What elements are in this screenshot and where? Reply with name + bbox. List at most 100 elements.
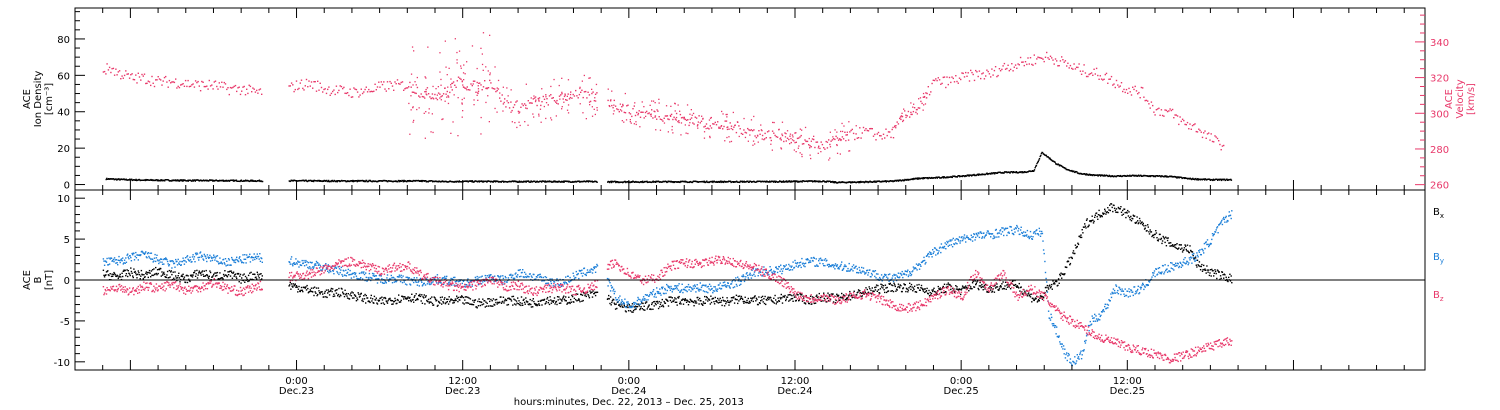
by-point-25 bbox=[118, 255, 120, 258]
density-point-820 bbox=[652, 180, 654, 182]
bx-point-541 bbox=[465, 296, 468, 298]
bx-point-1380 bbox=[998, 289, 1000, 291]
velocity-point-741 bbox=[1062, 59, 1064, 61]
velocity-point-147 bbox=[312, 87, 314, 89]
bx-point-141 bbox=[190, 275, 192, 277]
density-point-1086 bbox=[818, 180, 820, 182]
bx-point-499 bbox=[439, 296, 442, 299]
velocity-outlier-212 bbox=[793, 149, 795, 151]
velocity-outlier-264 bbox=[613, 104, 615, 106]
bx-point-691 bbox=[559, 298, 561, 300]
velocity-point-251 bbox=[441, 95, 443, 97]
bx-point-110 bbox=[171, 273, 173, 276]
velocity-point-81 bbox=[203, 85, 205, 88]
velocity-outlier-297 bbox=[655, 129, 657, 131]
bx-point-653 bbox=[535, 303, 538, 305]
velocity-outlier-208 bbox=[666, 115, 669, 117]
density-point-47 bbox=[134, 179, 137, 181]
by-point-188 bbox=[219, 262, 222, 264]
bx-point-208 bbox=[232, 272, 234, 274]
bx-point-971 bbox=[743, 302, 745, 304]
density-point-1015 bbox=[774, 180, 776, 182]
bx-point-1141 bbox=[849, 290, 851, 293]
bx-point-444 bbox=[405, 297, 407, 299]
bx-point-339 bbox=[340, 294, 342, 297]
bx-point-207 bbox=[231, 277, 234, 279]
velocity-outlier-70 bbox=[462, 84, 464, 86]
velocity-outlier-295 bbox=[804, 126, 807, 129]
bx-point-623 bbox=[517, 297, 519, 299]
by-point-130 bbox=[183, 263, 186, 265]
bx-point-628 bbox=[520, 304, 522, 307]
velocity-point-537 bbox=[808, 144, 810, 146]
velocity-point-351 bbox=[566, 99, 568, 101]
bx-point-1386 bbox=[1001, 288, 1004, 290]
bx-point-601 bbox=[503, 302, 505, 304]
bx-point-1629 bbox=[1153, 236, 1155, 239]
bx-point-1589 bbox=[1128, 211, 1130, 213]
bx-point-1320 bbox=[960, 289, 963, 291]
bx-point-618 bbox=[513, 303, 516, 305]
bx-point-1036 bbox=[783, 296, 786, 298]
velocity-point-868 bbox=[1220, 149, 1222, 151]
velocity-point-714 bbox=[1028, 63, 1030, 65]
velocity-outlier-220 bbox=[828, 159, 830, 161]
bx-point-13 bbox=[110, 275, 113, 278]
velocity-outlier-226 bbox=[654, 102, 656, 104]
bx-point-249 bbox=[257, 275, 260, 277]
by-point-112 bbox=[172, 261, 174, 263]
bx-point-1469 bbox=[1053, 282, 1055, 284]
by-point-213 bbox=[235, 258, 237, 261]
velocity-outlier-134 bbox=[461, 102, 463, 104]
bx-point-1392 bbox=[1005, 288, 1007, 290]
bx-point-40 bbox=[127, 270, 129, 272]
velocity-point-593 bbox=[877, 131, 880, 134]
by-point-33 bbox=[123, 262, 125, 264]
bx-point-201 bbox=[227, 274, 230, 276]
density-point-355 bbox=[352, 180, 355, 183]
bx-point-1394 bbox=[1006, 286, 1009, 288]
velocity-point-788 bbox=[1120, 82, 1123, 84]
bx-point-629 bbox=[520, 296, 523, 298]
density-point-233 bbox=[250, 179, 252, 181]
bx-point-575 bbox=[487, 298, 489, 300]
bx-point-181 bbox=[215, 272, 217, 274]
by-point-142 bbox=[191, 261, 193, 263]
by-point-144 bbox=[192, 254, 194, 256]
bx-point-777 bbox=[622, 306, 624, 308]
bx-point-359 bbox=[352, 292, 354, 294]
bx-point-127 bbox=[181, 275, 184, 278]
velocity-point-837 bbox=[1181, 118, 1184, 120]
velocity-point-437 bbox=[683, 118, 685, 120]
velocity-point-596 bbox=[881, 138, 883, 140]
velocity-point-219 bbox=[401, 81, 404, 83]
velocity-point-135 bbox=[297, 88, 299, 91]
by-point-50 bbox=[133, 259, 136, 261]
density-point-1482 bbox=[1065, 167, 1067, 170]
bx-point-694 bbox=[561, 300, 563, 302]
velocity-outlier-132 bbox=[435, 88, 437, 90]
bx-point-805 bbox=[639, 307, 642, 310]
bx-point-476 bbox=[425, 295, 427, 297]
bx-point-1727 bbox=[1214, 269, 1216, 271]
bx-point-646 bbox=[531, 299, 533, 302]
velocity-point-212 bbox=[393, 89, 395, 91]
by-point-93 bbox=[160, 258, 162, 260]
velocity-outlier-178 bbox=[834, 129, 836, 131]
velocity-outlier-79 bbox=[460, 65, 462, 67]
velocity-outlier-298 bbox=[639, 126, 641, 128]
bx-point-1373 bbox=[993, 291, 996, 293]
density-point-810 bbox=[646, 180, 648, 182]
velocity-point-57 bbox=[173, 81, 176, 84]
bx-point-1752 bbox=[1229, 280, 1232, 282]
bx-point-1582 bbox=[1123, 208, 1126, 210]
velocity-outlier-229 bbox=[829, 157, 831, 159]
bx-point-227 bbox=[244, 281, 246, 283]
bx-point-1603 bbox=[1137, 220, 1139, 222]
velocity-outlier-390 bbox=[432, 131, 434, 134]
bx-point-93 bbox=[160, 275, 162, 277]
bx-point-1447 bbox=[1039, 295, 1042, 297]
bx-point-243 bbox=[254, 273, 256, 276]
bx-point-1 bbox=[103, 274, 105, 277]
density-point-1544 bbox=[1103, 174, 1105, 176]
